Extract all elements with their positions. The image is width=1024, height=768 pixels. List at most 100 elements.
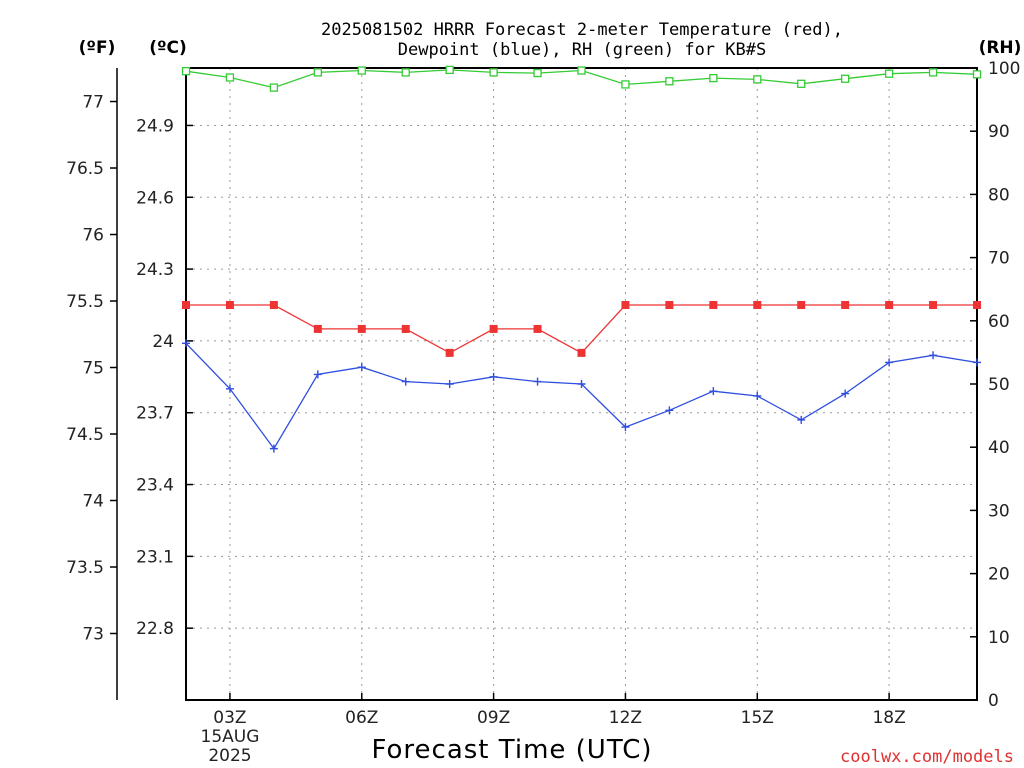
- x-tick-label: 03Z: [213, 708, 246, 728]
- rh-point: [841, 74, 850, 83]
- fahrenheit-tick-label: 74: [82, 492, 104, 512]
- temperature-point: [753, 301, 762, 309]
- rh-tick-label: 70: [988, 249, 1010, 269]
- celsius-tick-label: 24.9: [136, 116, 174, 136]
- rh-point: [972, 70, 982, 79]
- rh-point: [884, 69, 894, 78]
- rh-point: [797, 79, 806, 88]
- temperature-point: [885, 301, 894, 309]
- chart-title-line-2: Dewpoint (blue), RH (green) for KB#S: [398, 40, 766, 60]
- celsius-unit-label: (ºC): [149, 38, 187, 58]
- rh-point: [533, 68, 542, 78]
- celsius-tick-label: 23.4: [136, 476, 174, 496]
- dewpoint-point: [182, 339, 190, 348]
- rh-tick-label: 50: [988, 375, 1010, 395]
- rh-point: [225, 73, 235, 82]
- date-label-year: 2025: [208, 746, 251, 766]
- fahrenheit-tick-label: 77: [82, 93, 104, 113]
- temperature-point: [973, 301, 981, 309]
- dewpoint-point: [753, 391, 762, 400]
- dewpoint-point: [841, 389, 850, 398]
- temperature-point: [269, 301, 278, 309]
- rh-tick-label: 40: [988, 438, 1010, 458]
- fahrenheit-tick-label: 73: [82, 625, 104, 645]
- temperature-point: [841, 301, 850, 309]
- dewpoint-point: [885, 358, 894, 367]
- rh-tick-label: 0: [988, 691, 999, 711]
- fahrenheit-tick-label: 74.5: [66, 425, 104, 445]
- dewpoint-point: [445, 380, 454, 388]
- dewpoint-point: [401, 377, 410, 386]
- x-tick-label: 15Z: [741, 708, 774, 728]
- fahrenheit-tick-label: 75.5: [66, 292, 104, 312]
- grid: [186, 68, 977, 700]
- chart-title-line-1: 2025081502 HRRR Forecast 2-meter Tempera…: [321, 20, 843, 40]
- dewpoint-point: [269, 444, 278, 453]
- dewpoint-point: [709, 387, 718, 396]
- celsius-tick-label: 24.6: [136, 188, 174, 208]
- rh-tick-label: 100: [988, 59, 1020, 79]
- temperature-point: [797, 301, 806, 309]
- temperature-point: [357, 324, 366, 333]
- dewpoint-point: [577, 380, 586, 388]
- rh-point: [489, 68, 498, 77]
- rh-point: [181, 67, 191, 76]
- temperature-point: [445, 348, 454, 357]
- temperature-point: [621, 301, 630, 309]
- rh-point: [621, 80, 630, 89]
- rh-point: [313, 68, 322, 77]
- rh-point: [357, 66, 366, 75]
- dewpoint-point: [929, 351, 938, 360]
- date-label-day: 15AUG: [201, 727, 260, 747]
- axis-ticks: 03Z 06Z 09Z 12Z 15Z 18Z 22.8 23.1 23.4 23.7 24 24.3…: [66, 59, 1020, 728]
- credit-label: coolwx.com/models: [840, 747, 1014, 767]
- dewpoint-point: [225, 384, 234, 393]
- dewpoint-point: [973, 358, 981, 367]
- dewpoint-point: [533, 377, 542, 386]
- dewpoint-point: [665, 406, 674, 415]
- celsius-tick-label: 22.8: [136, 619, 174, 639]
- rh-tick-label: 10: [988, 628, 1010, 648]
- temperature-point: [401, 324, 410, 333]
- temperature-point: [577, 348, 586, 357]
- celsius-tick-label: 24.3: [136, 260, 174, 280]
- temperature-point: [489, 324, 498, 333]
- dewpoint-point: [621, 423, 630, 432]
- temperature-series-line: [186, 304, 977, 354]
- x-tick-label: 09Z: [477, 708, 510, 728]
- rh-tick-label: 60: [988, 312, 1010, 332]
- rh-tick-label: 20: [988, 565, 1010, 585]
- temperature-point: [225, 301, 234, 309]
- temperature-point: [665, 301, 674, 309]
- rh-point: [401, 68, 410, 77]
- x-tick-label: 18Z: [872, 708, 905, 728]
- temperature-point: [313, 324, 322, 333]
- rh-tick-label: 30: [988, 501, 1010, 521]
- rh-point: [577, 66, 586, 75]
- x-tick-label: 12Z: [609, 708, 642, 728]
- fahrenheit-unit-label: (ºF): [79, 38, 116, 58]
- fahrenheit-tick-label: 75: [82, 359, 104, 379]
- dewpoint-point: [797, 415, 806, 424]
- temperature-point: [533, 324, 542, 333]
- rh-point: [709, 73, 718, 83]
- celsius-tick-label: 24: [152, 332, 174, 352]
- celsius-tick-label: 23.1: [136, 547, 174, 567]
- x-tick-label: 06Z: [345, 708, 378, 728]
- rh-point: [928, 68, 938, 77]
- rh-point: [665, 77, 674, 86]
- fahrenheit-tick-label: 73.5: [66, 558, 104, 578]
- temperature-point: [182, 301, 190, 309]
- dewpoint-point: [313, 370, 322, 379]
- dewpoint-point: [357, 363, 366, 372]
- x-axis-label: Forecast Time (UTC): [371, 735, 652, 765]
- rh-point: [269, 83, 279, 92]
- rh-point: [445, 65, 454, 75]
- dewpoint-point: [489, 372, 498, 381]
- dewpoint-series-line: [185, 342, 978, 450]
- rh-unit-label: (RH): [979, 38, 1022, 58]
- temperature-point: [929, 301, 938, 309]
- fahrenheit-tick-label: 76: [82, 226, 104, 246]
- rh-tick-label: 80: [988, 185, 1010, 205]
